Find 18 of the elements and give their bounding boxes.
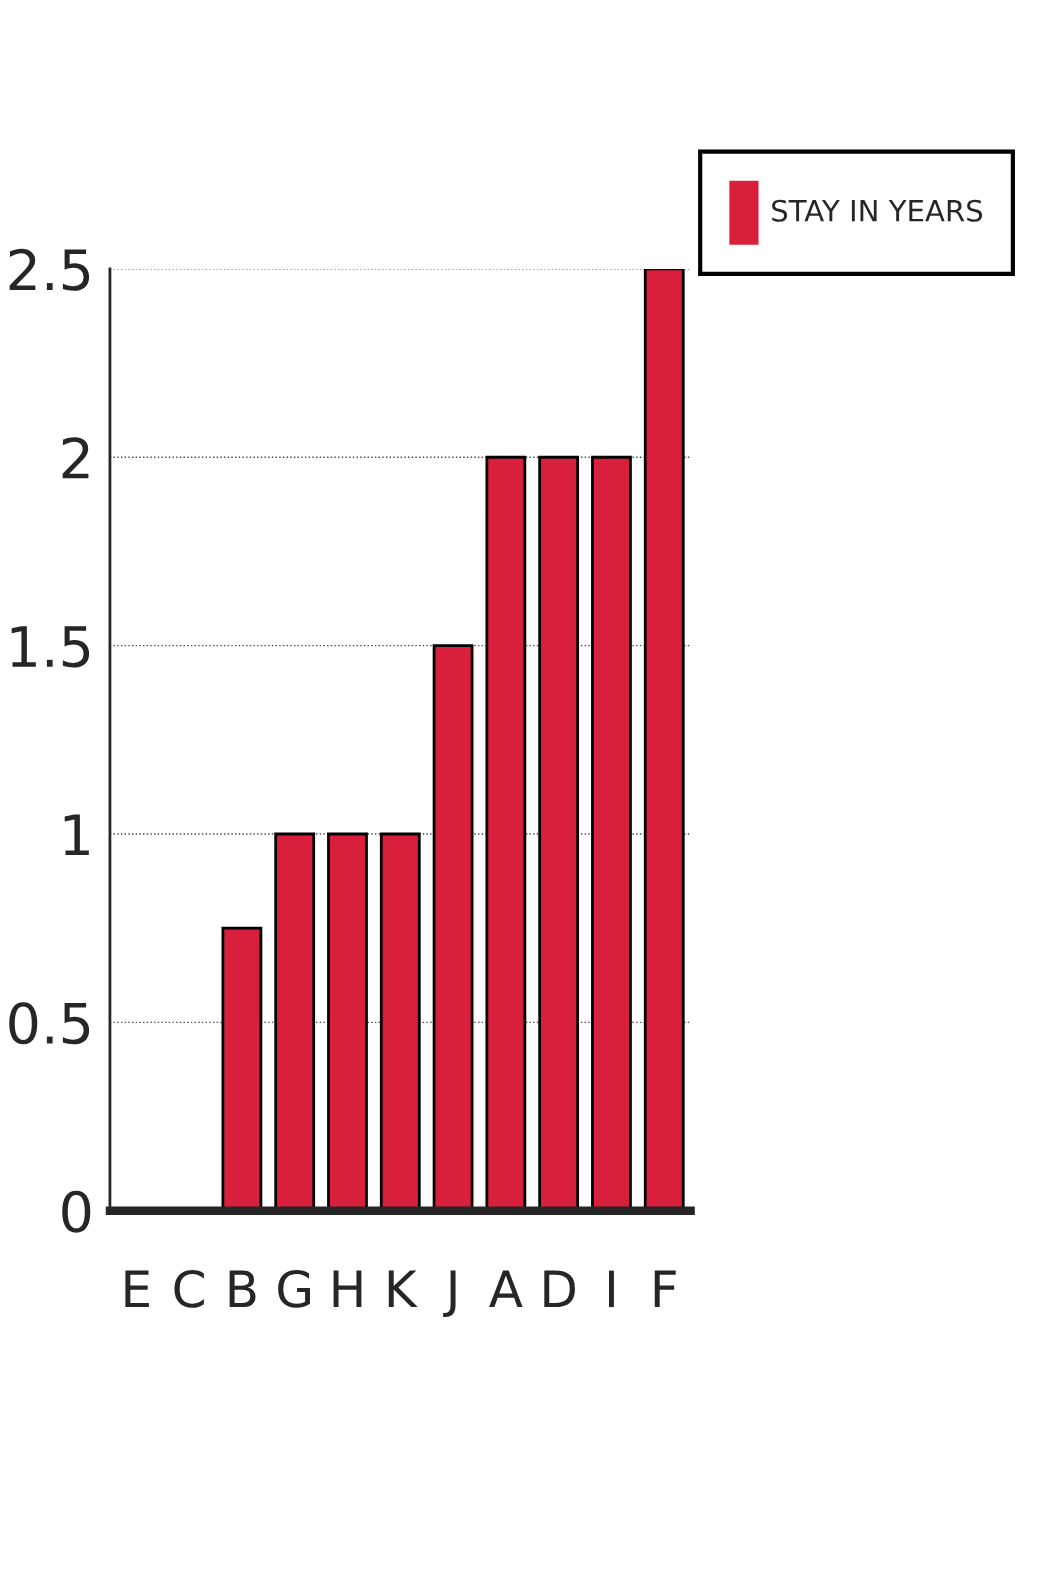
y-tick-label: 2.5 [9,248,90,291]
x-tick-label: H [333,1270,362,1308]
x-tick-label: K [388,1270,418,1308]
x-tick-label: F [654,1270,676,1308]
y-tick-label: 1 [64,814,89,856]
x-tick-label: C [174,1269,204,1308]
x-tick-label: I [608,1270,614,1308]
x-tick-label: B [229,1270,256,1308]
x-tick-label: J [443,1270,456,1318]
y-tick-label: 1.5 [11,626,90,668]
x-tick-label: D [544,1270,575,1308]
x-tick-label: E [125,1270,149,1308]
legend-label: STAY IN YEARS [772,199,983,222]
y-tick-label: 0.5 [9,1002,90,1045]
x-tick-label: A [489,1270,523,1308]
y-tick-label: 2 [62,437,89,479]
x-tick-label: G [278,1269,310,1308]
y-tick-label: 0 [62,1190,91,1233]
